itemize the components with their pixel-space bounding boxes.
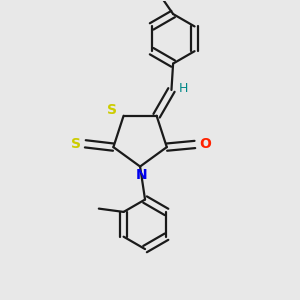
Text: H: H	[179, 82, 188, 95]
Text: S: S	[71, 137, 81, 151]
Text: N: N	[136, 168, 148, 182]
Text: O: O	[199, 137, 211, 152]
Text: S: S	[107, 103, 117, 117]
